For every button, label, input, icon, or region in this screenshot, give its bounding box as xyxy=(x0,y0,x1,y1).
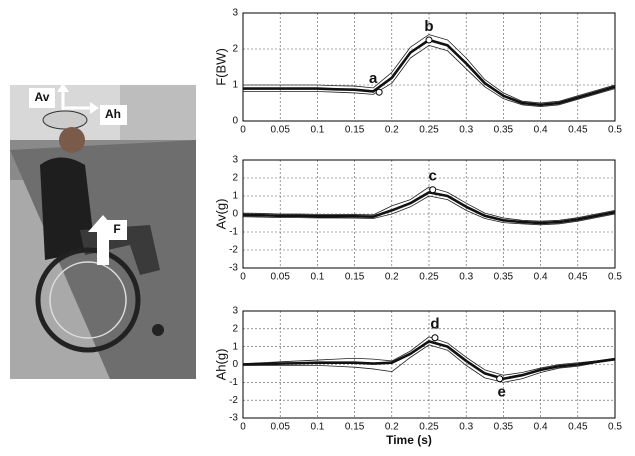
x-tick-label: 0.1 xyxy=(310,125,324,136)
y-tick-label: 2 xyxy=(232,44,238,55)
x-tick-label: 0.4 xyxy=(534,272,548,283)
x-tick-label: 0 xyxy=(240,422,246,433)
x-tick-label: 0.15 xyxy=(345,125,365,136)
panel: 0 0.05 0.1 0.15 0.2 0.25 0.3 0.35 0.4 0.45 0.5 0 1 2 3… xyxy=(213,8,622,136)
y-tick-label: 0 xyxy=(232,209,238,220)
photo-label: F xyxy=(113,222,120,236)
y-axis-label: Av(g) xyxy=(213,199,228,230)
annotation-point xyxy=(426,37,432,43)
series-line xyxy=(243,35,615,103)
y-tick-label: 2 xyxy=(232,173,238,184)
y-tick-label: -1 xyxy=(229,377,238,388)
x-tick-label: 0.2 xyxy=(385,125,399,136)
x-tick-label: 0.25 xyxy=(419,272,439,283)
helmet xyxy=(43,111,87,129)
photo-label: Av xyxy=(35,90,50,104)
panel: 0 0.05 0.1 0.15 0.2 0.25 0.3 0.35 0.4 0.45 0.5 -3 -2… xyxy=(213,306,622,448)
x-axis-label: Time (s) xyxy=(386,433,432,447)
y-tick-label: -3 xyxy=(229,263,238,274)
y-tick-label: 1 xyxy=(232,80,238,91)
x-tick-label: 0.5 xyxy=(608,125,622,136)
y-tick-label: 3 xyxy=(232,155,238,166)
x-tick-label: 0.2 xyxy=(385,422,399,433)
y-tick-label: 1 xyxy=(232,341,238,352)
y-tick-label: 1 xyxy=(232,191,238,202)
annotation-point xyxy=(432,335,438,341)
x-tick-label: 0.05 xyxy=(270,272,290,283)
x-tick-label: 0.4 xyxy=(534,125,548,136)
x-tick-label: 0.45 xyxy=(568,125,588,136)
y-tick-label: 3 xyxy=(232,306,238,317)
x-tick-label: 0.3 xyxy=(459,422,473,433)
x-tick-label: 0.4 xyxy=(534,422,548,433)
x-tick-label: 0.45 xyxy=(568,422,588,433)
caster xyxy=(152,324,164,336)
x-tick-label: 0.1 xyxy=(310,272,324,283)
y-tick-label: 2 xyxy=(232,323,238,334)
x-tick-label: 0 xyxy=(240,272,246,283)
y-tick-label: 0 xyxy=(232,116,238,127)
x-tick-label: 0.05 xyxy=(270,422,290,433)
annotation-label: c xyxy=(429,168,437,185)
x-tick-label: 0 xyxy=(240,125,246,136)
photo-label: Ah xyxy=(105,107,121,121)
y-tick-label: 0 xyxy=(232,359,238,370)
x-tick-label: 0.1 xyxy=(310,422,324,433)
head xyxy=(59,127,85,153)
x-tick-label: 0.15 xyxy=(345,272,365,283)
x-tick-label: 0.2 xyxy=(385,272,399,283)
annotation-point xyxy=(376,89,382,95)
y-axis-label: Ah(g) xyxy=(213,349,228,381)
annotation-label: b xyxy=(424,18,433,35)
x-tick-label: 0.35 xyxy=(494,125,514,136)
x-tick-label: 0.3 xyxy=(459,272,473,283)
photo: Av Ah F xyxy=(10,83,196,379)
panel: 0 0.05 0.1 0.15 0.2 0.25 0.3 0.35 0.4 0.45 0.5 -3 -2… xyxy=(213,155,622,283)
annotation-point xyxy=(497,376,503,382)
y-tick-label: -1 xyxy=(229,227,238,238)
annotation-label: d xyxy=(430,316,439,333)
x-tick-label: 0.35 xyxy=(494,422,514,433)
x-tick-label: 0.35 xyxy=(494,272,514,283)
y-tick-label: -2 xyxy=(229,245,238,256)
y-tick-label: 3 xyxy=(232,8,238,19)
x-tick-label: 0.25 xyxy=(419,125,439,136)
x-tick-label: 0.05 xyxy=(270,125,290,136)
y-axis-label: F(BW) xyxy=(213,48,228,86)
x-tick-label: 0.3 xyxy=(459,125,473,136)
y-tick-label: -3 xyxy=(229,413,238,424)
building xyxy=(120,85,196,140)
x-tick-label: 0.45 xyxy=(568,272,588,283)
y-tick-label: -2 xyxy=(229,395,238,406)
x-tick-label: 0.5 xyxy=(608,272,622,283)
x-tick-label: 0.15 xyxy=(345,422,365,433)
annotation-point xyxy=(430,187,436,193)
x-tick-label: 0.5 xyxy=(608,422,622,433)
annotation-label: e xyxy=(498,384,506,401)
x-tick-label: 0.25 xyxy=(419,422,439,433)
figure: Av Ah F 0 0.05 0.1 0.15 0.2 0.25 0.3 0.35 0.4 0.4… xyxy=(0,0,635,451)
annotation-label: a xyxy=(369,70,378,87)
